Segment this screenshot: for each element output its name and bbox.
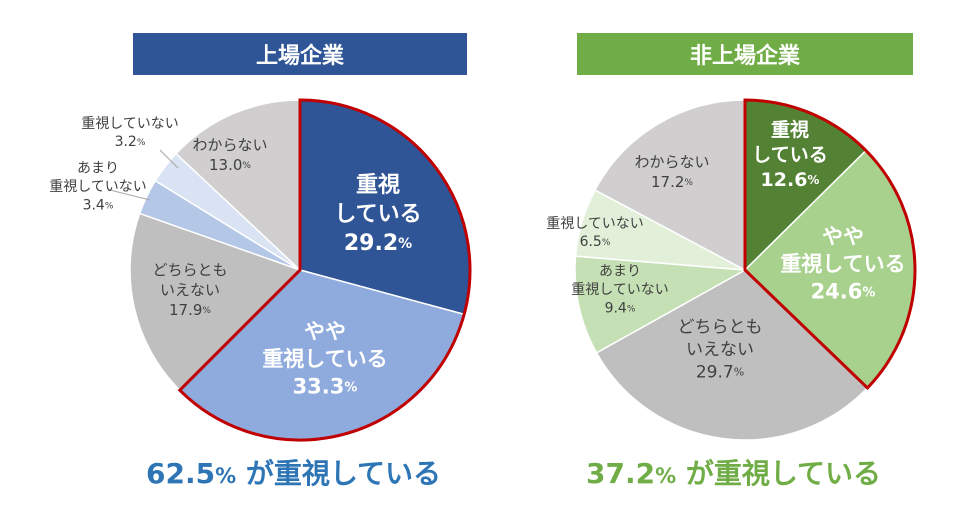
summary-text: が重視している (685, 457, 882, 490)
slice-value: 24.6 (811, 280, 863, 304)
slice-unit: % (862, 285, 875, 300)
slice-unit: % (627, 304, 636, 314)
slice-value: 29.2 (344, 231, 398, 256)
slice-label: わからない 17.2% (634, 153, 709, 191)
callout-line (159, 149, 179, 169)
slice-value: 29.7 (696, 362, 734, 382)
slice-label: あまり重視していない 3.4% (49, 161, 147, 214)
slice-label: やや重視している 33.3% (262, 319, 387, 398)
slice-unit: % (105, 201, 114, 211)
slice-value: 13.0 (209, 155, 242, 173)
pie-title-listed: 上場企業 (133, 33, 467, 75)
summary-unlisted: 37.2% が重視している (586, 452, 881, 492)
highlight-outline (177, 98, 472, 442)
summary-listed: 62.5% が重視している (146, 452, 441, 492)
pie-slice (593, 99, 746, 272)
summary-unit: % (215, 464, 237, 488)
slice-unit: % (242, 160, 251, 170)
slice-label: やや重視している 24.6% (780, 224, 905, 303)
pie-title-unlisted: 非上場企業 (577, 33, 913, 75)
summary-value: 62.5 (146, 457, 216, 490)
slice-label: わからない 13.0% (192, 136, 267, 174)
slice-value: 17.9 (169, 300, 202, 318)
slice-label: どちらともいえない 29.7% (678, 318, 763, 383)
pie-slice (595, 269, 869, 441)
slice-label: 重視している 29.2% (334, 173, 421, 256)
summary-text: が重視している (245, 457, 442, 490)
summary-unit: % (655, 464, 677, 488)
slice-unit: % (344, 380, 357, 395)
slice-unit: % (807, 173, 819, 187)
slice-value: 3.4 (83, 197, 105, 213)
pie-slice (129, 212, 302, 392)
slice-value: 3.2 (115, 134, 137, 150)
slice-value: 12.6 (761, 169, 808, 191)
slice-unit: % (137, 138, 146, 148)
slice-value: 17.2 (651, 172, 684, 190)
slice-unit: % (602, 238, 611, 248)
slice-label: 重視していない 6.5% (546, 216, 644, 250)
slice-label: 重視している 12.6% (752, 117, 827, 190)
slice-unit: % (684, 177, 693, 187)
pie-slice (175, 99, 301, 272)
slice-unit: % (398, 236, 412, 252)
callout-line (109, 189, 151, 201)
slice-unit: % (734, 365, 744, 378)
summary-value: 37.2 (586, 457, 656, 490)
highlight-outline (743, 98, 917, 391)
slice-value: 9.4 (605, 300, 627, 316)
slice-label: どちらともいえない 17.9% (152, 261, 227, 319)
slice-value: 6.5 (580, 234, 602, 250)
slice-label: あまり重視していない 9.4% (571, 264, 669, 317)
slice-unit: % (202, 305, 211, 315)
pie-slice (574, 255, 748, 354)
slice-label: 重視していない 3.2% (81, 116, 179, 150)
slice-value: 33.3 (293, 375, 345, 399)
